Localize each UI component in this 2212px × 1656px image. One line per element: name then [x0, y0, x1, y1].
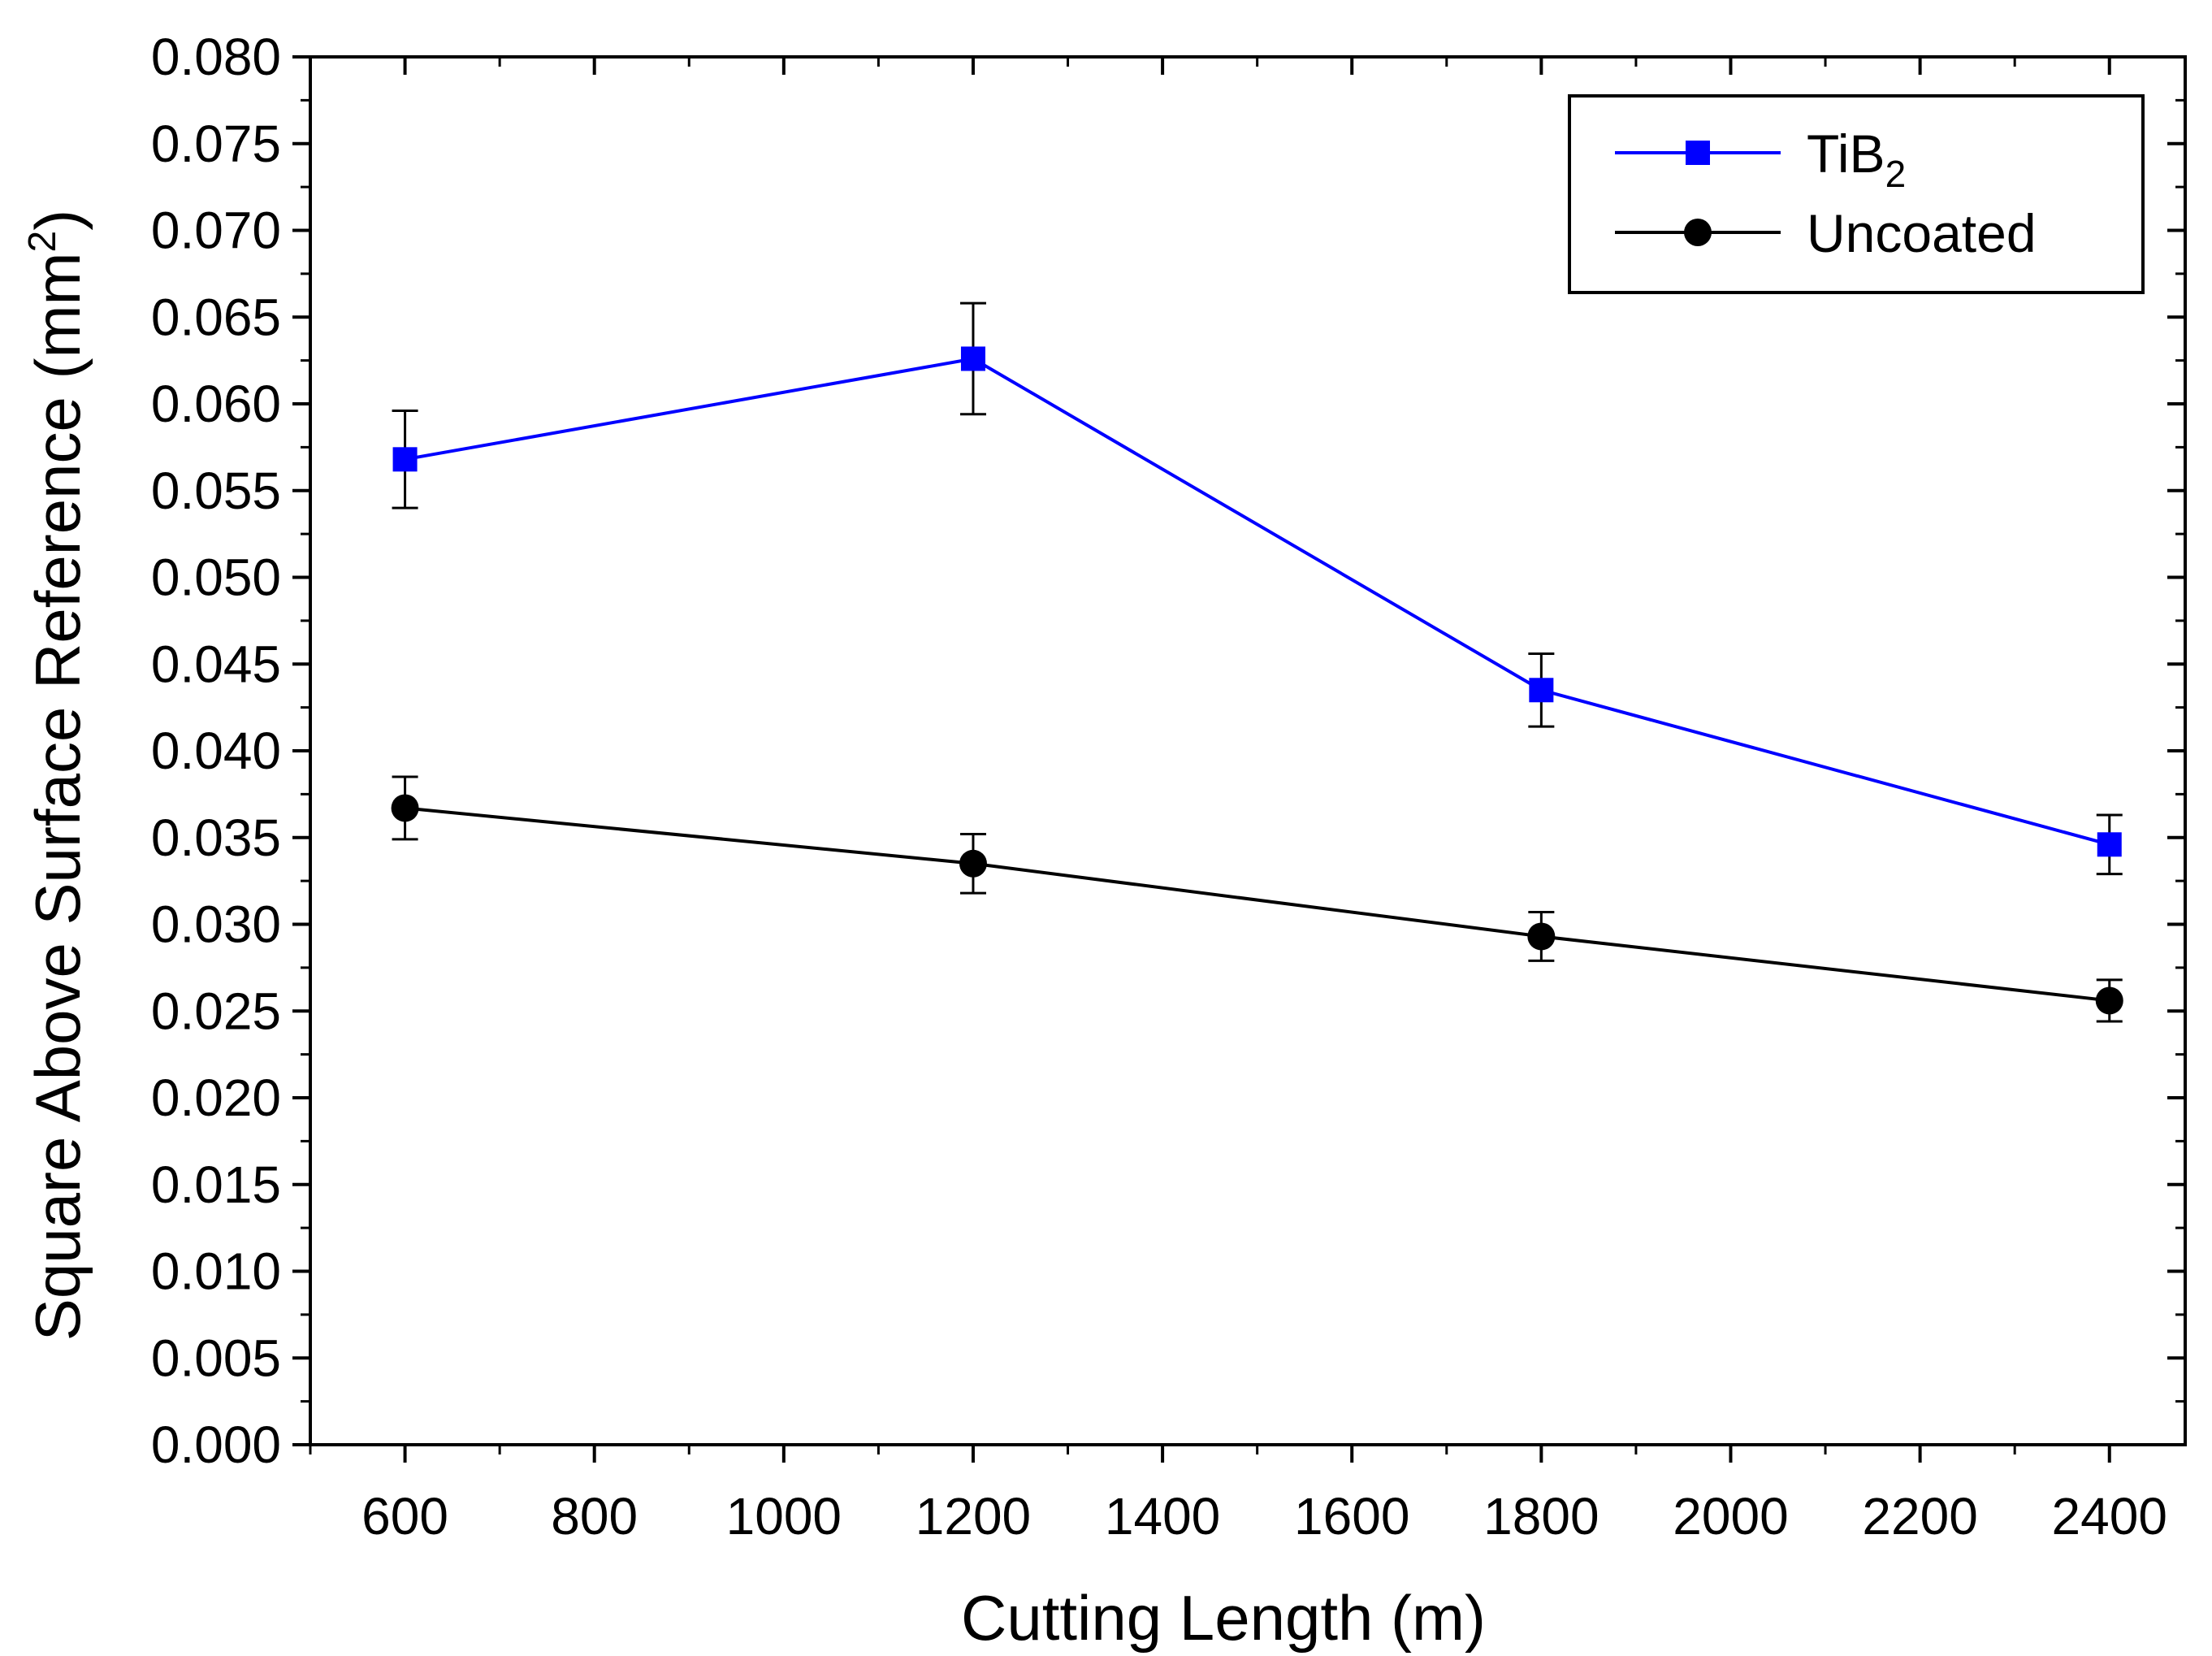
- y-tick-label: 0.040: [151, 722, 281, 780]
- data-point-tib2: [392, 447, 418, 472]
- y-tick-label: 0.045: [151, 635, 281, 693]
- legend-marker-uncoated: [1684, 219, 1712, 246]
- data-point-tib2: [960, 346, 985, 371]
- x-tick-label: 600: [361, 1487, 448, 1545]
- y-tick-label: 0.055: [151, 462, 281, 520]
- legend-label-main: TiB: [1807, 124, 1885, 184]
- x-tick-label: 2400: [2052, 1487, 2167, 1545]
- legend-label-tib2: TiB2: [1807, 124, 1906, 195]
- y-axis-title-main: Square Above Surface Reference (mm: [22, 253, 93, 1342]
- x-tick-label: 1200: [916, 1487, 1031, 1545]
- data-point-uncoated: [959, 849, 987, 878]
- x-tick-label: 1600: [1294, 1487, 1409, 1545]
- y-tick-label: 0.020: [151, 1069, 281, 1127]
- axes: [292, 55, 2187, 1463]
- x-tick-label: 1800: [1483, 1487, 1599, 1545]
- x-tick-label: 800: [551, 1487, 638, 1545]
- x-tick-label: 2200: [1862, 1487, 1977, 1545]
- x-tick-label: 2000: [1673, 1487, 1788, 1545]
- y-tick-label: 0.060: [151, 375, 281, 433]
- data-point-tib2: [1529, 678, 1554, 703]
- data-point-uncoated: [391, 794, 419, 822]
- y-tick-label: 0.015: [151, 1155, 281, 1214]
- y-tick-label: 0.070: [151, 202, 281, 260]
- y-tick-label: 0.075: [151, 115, 281, 173]
- x-tick-label: 1000: [726, 1487, 842, 1545]
- error-bars: [392, 301, 2123, 1023]
- labels: 0.000 0.005 0.010 0.015 0.020 0.025 0.030 0.035…: [21, 28, 2167, 1654]
- data-point-uncoated: [2095, 986, 2123, 1015]
- legend-label-main: Uncoated: [1807, 203, 2037, 263]
- y-tick-label: 0.035: [151, 808, 281, 867]
- y-tick-label: 0.050: [151, 548, 281, 607]
- markers: [391, 346, 2123, 1015]
- y-axis-title: Square Above Surface Reference (mm2): [21, 210, 93, 1341]
- series-line-tib2: [405, 357, 2110, 847]
- legend: TiB2 Uncoated: [1568, 94, 2145, 294]
- y-tick-label: 0.025: [151, 982, 281, 1040]
- data-point-tib2: [2097, 832, 2122, 857]
- legend-label-uncoated: Uncoated: [1807, 203, 2037, 263]
- y-axis-title-close: ): [22, 210, 93, 231]
- y-tick-label: 0.080: [151, 28, 281, 86]
- x-tick-label: 1400: [1105, 1487, 1220, 1545]
- y-axis-title-sup: 2: [21, 231, 64, 253]
- data-point-uncoated: [1527, 922, 1556, 951]
- y-tick-label: 0.030: [151, 895, 281, 954]
- legend-marker-tib2: [1686, 141, 1710, 165]
- y-tick-label: 0.000: [151, 1415, 281, 1474]
- legend-box: [1568, 94, 2145, 294]
- series-lines: [405, 357, 2110, 1003]
- legend-label-sub: 2: [1885, 153, 1907, 195]
- y-tick-label: 0.065: [151, 288, 281, 346]
- y-tick-label: 0.010: [151, 1242, 281, 1301]
- x-axis-title: Cutting Length (m): [961, 1582, 1486, 1654]
- y-tick-label: 0.005: [151, 1329, 281, 1387]
- series-line-uncoated: [405, 806, 2110, 1003]
